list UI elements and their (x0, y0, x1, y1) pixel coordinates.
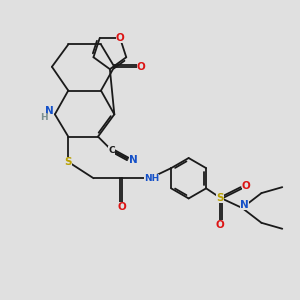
Text: S: S (64, 157, 72, 167)
Text: O: O (117, 202, 126, 212)
Text: O: O (215, 220, 224, 230)
Text: N: N (129, 155, 137, 165)
Text: O: O (242, 181, 250, 191)
Text: H: H (40, 113, 47, 122)
Text: N: N (45, 106, 54, 116)
Text: S: S (216, 193, 224, 202)
Text: N: N (240, 200, 249, 210)
Text: O: O (137, 62, 146, 72)
Text: O: O (116, 33, 124, 43)
Text: NH: NH (144, 174, 159, 183)
Text: C: C (108, 146, 115, 154)
